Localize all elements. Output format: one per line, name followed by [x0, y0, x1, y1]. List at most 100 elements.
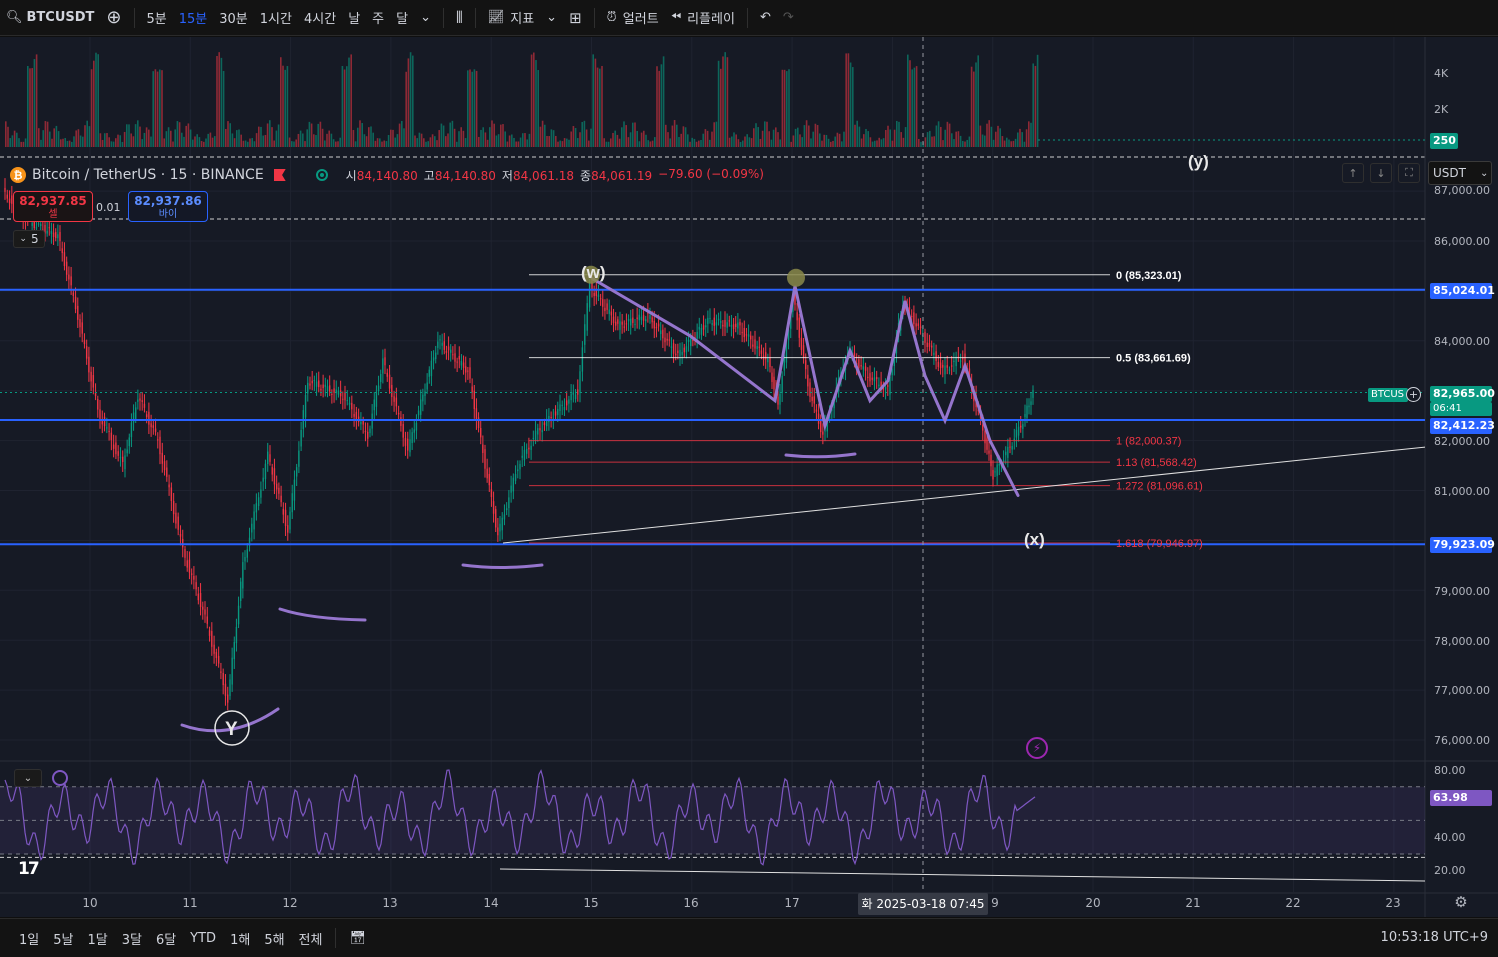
candle-body: [122, 456, 124, 462]
compare-button[interactable]: ⊕: [100, 0, 127, 36]
range-ytd[interactable]: YTD: [190, 930, 217, 946]
candle-body: [52, 232, 55, 237]
candle-body: [722, 324, 724, 327]
range-1d[interactable]: 1일: [19, 932, 40, 948]
undo-button[interactable]: ↶: [754, 0, 777, 36]
interval-day[interactable]: 날: [348, 12, 361, 27]
volume-bar: [51, 138, 53, 147]
top-toolbar: 🔍︎ BTCUSDT ⊕ 5분 15분 30분 1시간 4시간 날 주 달 ⌄ …: [0, 0, 1498, 36]
interval-5m[interactable]: 5분: [146, 12, 167, 27]
alert-button[interactable]: ⏰︎ 얼러트: [601, 0, 665, 36]
symbol-search[interactable]: 🔍︎ BTCUSDT: [0, 0, 100, 36]
volume-bar: [561, 141, 564, 147]
clock[interactable]: 10:53:18 UTC+9: [1380, 930, 1488, 945]
sell-button[interactable]: 82,937.85 셀: [13, 191, 93, 222]
tradingview-logo[interactable]: 17: [18, 859, 40, 879]
add-alert-plus-icon[interactable]: +: [1406, 387, 1421, 402]
candle-body: [711, 323, 713, 325]
interval-month[interactable]: 달: [396, 12, 409, 27]
volume-bar: [183, 136, 185, 147]
candle-body: [809, 382, 811, 397]
volume-bar: [354, 141, 357, 147]
currency-select[interactable]: USDT ⌄: [1428, 161, 1492, 185]
layout-button[interactable]: ⊞: [563, 0, 588, 36]
volume-bar: [475, 70, 478, 147]
rsi-collapse-button[interactable]: ⌄: [14, 769, 42, 787]
volume-bar: [739, 141, 742, 147]
volume-bar: [878, 137, 880, 147]
volume-bar: [150, 136, 152, 147]
interval-week[interactable]: 주: [372, 12, 385, 27]
chart-canvas[interactable]: 0 (85,323.01) 0.5 (83,661.69) 1 (82,000.37…: [0, 37, 1498, 917]
volume-bar: [858, 126, 861, 147]
rsi-source-icon[interactable]: [52, 770, 68, 786]
flag-icon[interactable]: [273, 169, 286, 181]
volume-bar: [236, 130, 238, 147]
price-axis-label: 86,000.00: [1434, 235, 1490, 248]
candle-body: [375, 391, 378, 407]
arrow-down-icon[interactable]: ↓: [1370, 163, 1392, 183]
volume-bar: [449, 122, 451, 147]
range-6m[interactable]: 6달: [155, 932, 177, 948]
indicators-button[interactable]: 📈︎ 지표: [482, 0, 540, 36]
volume-bar: [900, 132, 902, 147]
goto-date-button[interactable]: 📅︎: [342, 931, 373, 946]
indicators-dropdown[interactable]: ⌄: [540, 0, 563, 36]
range-5y[interactable]: 5해: [264, 932, 285, 948]
volume-bar: [838, 133, 841, 147]
redo-button[interactable]: ↷: [777, 0, 800, 36]
candle-body: [765, 352, 767, 360]
volume-bar: [486, 139, 489, 147]
candle-body: [443, 341, 445, 350]
volume-bar: [755, 123, 757, 147]
legend-title[interactable]: Bitcoin / TetherUS · 15 · BINANCE: [32, 167, 264, 183]
candle-body: [70, 276, 72, 286]
volume-bar: [929, 130, 931, 147]
volume-bar: [405, 71, 407, 147]
interval-15m[interactable]: 15분: [178, 12, 208, 27]
volume-bar: [616, 134, 619, 147]
volume-bar: [295, 139, 297, 147]
candle-body: [351, 402, 353, 410]
maximize-icon[interactable]: ⛶: [1398, 163, 1420, 183]
range-1y[interactable]: 1해: [230, 932, 251, 948]
chart-type-button[interactable]: ⫴: [450, 0, 469, 36]
volume-bar: [720, 68, 722, 147]
volume-bar: [194, 136, 196, 147]
time-axis-label: 21: [1185, 896, 1201, 910]
gear-icon[interactable]: ⚙: [1454, 893, 1468, 911]
volume-bar: [282, 65, 284, 147]
interval-30m[interactable]: 30분: [219, 12, 248, 27]
candle-body: [33, 219, 35, 229]
volume-bar: [880, 139, 883, 147]
volume-bar: [783, 69, 786, 147]
volume-bar: [407, 58, 410, 147]
volume-axis-label: 2K: [1434, 103, 1449, 116]
candle-body: [79, 319, 81, 328]
range-1m[interactable]: 1달: [87, 932, 108, 948]
volume-bar: [625, 125, 627, 147]
candle-body: [559, 404, 561, 412]
arrow-up-icon[interactable]: ↑: [1342, 163, 1364, 183]
interval-4h[interactable]: 4시간: [303, 12, 337, 27]
volume-bar: [394, 137, 396, 147]
volume-bar: [997, 125, 999, 147]
volume-bar: [396, 134, 399, 147]
volume-bar: [308, 121, 311, 147]
volume-bar: [810, 138, 812, 147]
range-3m[interactable]: 3달: [121, 932, 142, 948]
indicators-collapse-button[interactable]: ⌄ 5: [13, 230, 45, 248]
volume-bar: [339, 137, 341, 147]
volume-bar: [132, 136, 135, 147]
interval-1h[interactable]: 1시간: [259, 12, 292, 27]
volume-bar: [610, 138, 612, 147]
range-5d[interactable]: 5날: [53, 932, 74, 948]
chart-pane[interactable]: 0 (85,323.01) 0.5 (83,661.69) 1 (82,000.37…: [0, 37, 1498, 917]
lightning-icon[interactable]: ⚡: [1026, 737, 1048, 759]
replay-button[interactable]: ⏪︎ 리플레이: [665, 0, 741, 36]
interval-dropdown[interactable]: ⌄: [414, 0, 437, 36]
candle-body: [1002, 460, 1005, 463]
buy-button[interactable]: 82,937.86 바이: [128, 191, 208, 222]
candle-body: [154, 428, 157, 432]
range-all[interactable]: 전체: [298, 932, 323, 948]
